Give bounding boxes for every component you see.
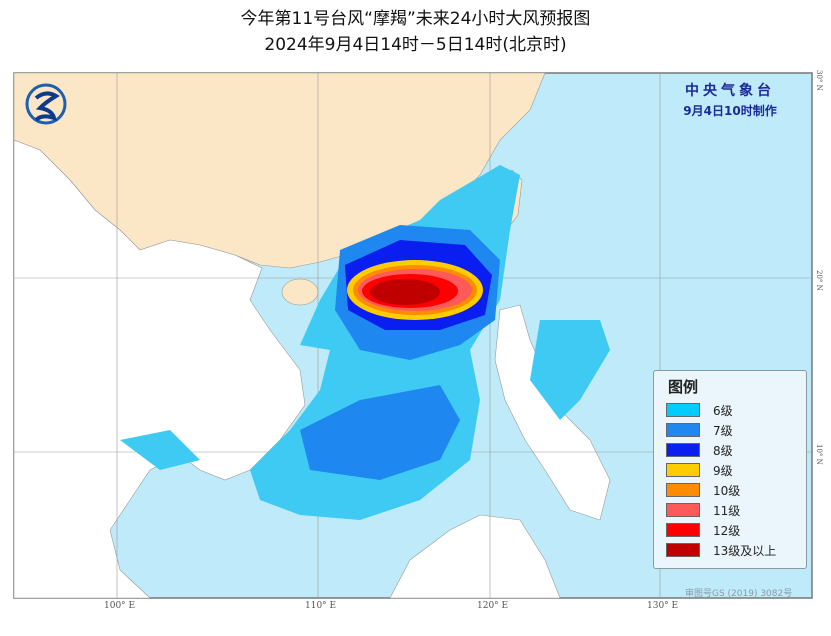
legend-swatch: [666, 523, 700, 537]
wind-zone-7-south: [300, 385, 460, 480]
legend-swatch: [666, 463, 700, 477]
lat-label: 10° N: [815, 444, 823, 465]
agency-name: 中央气象台: [685, 83, 775, 99]
issue-time: 9月4日10时制作: [683, 104, 777, 118]
lon-label: 130° E: [647, 601, 679, 611]
map-title: 今年第11号台风“摩羯”未来24小时大风预报图: [240, 9, 591, 29]
wind-zones: [120, 165, 610, 520]
legend-item: 10级: [666, 480, 806, 500]
legend-item: 6级: [666, 400, 806, 420]
legend-label: 13级及以上: [713, 543, 777, 558]
wind-zone-13-plus: [370, 279, 440, 305]
legend-label: 12级: [713, 523, 741, 538]
map-subtitle: 2024年9月4日14时－5日14时(北京时): [264, 35, 567, 55]
legend-label: 10级: [713, 483, 741, 498]
wind-zone-6-west: [120, 430, 200, 470]
review-number: 审图号GS (2019) 3082号: [685, 589, 793, 599]
legend-label: 6级: [713, 403, 733, 418]
legend-item: 11级: [666, 500, 806, 520]
legend-item: 7级: [666, 420, 806, 440]
legend-swatch: [666, 443, 700, 457]
agency-stamp: 中央气象台 9月4日10时制作: [660, 80, 800, 119]
philippines-land: [494, 304, 611, 521]
indochina-land: [13, 139, 306, 599]
legend-label: 11级: [713, 503, 741, 518]
legend-swatch: [666, 483, 700, 497]
hainan-island: [281, 278, 319, 306]
borneo-land: [389, 514, 561, 599]
legend-item: 9级: [666, 460, 806, 480]
cma-logo: [25, 83, 67, 125]
lat-label: 20° N: [815, 270, 823, 291]
lon-label: 110° E: [305, 601, 337, 611]
lon-label: 100° E: [104, 601, 136, 611]
legend-label: 7级: [713, 423, 733, 438]
legend-swatch: [666, 403, 700, 417]
legend-item: 13级及以上: [666, 540, 806, 560]
legend-swatch: [666, 423, 700, 437]
legend-label: 8级: [713, 443, 733, 458]
legend-item: 12级: [666, 520, 806, 540]
wind-zone-6-east: [530, 320, 610, 420]
lon-label: 120° E: [477, 601, 509, 611]
legend: 图例 6级 7级 8级 9级 10级 11级 12级 13级及以上: [653, 370, 807, 569]
legend-swatch: [666, 543, 700, 557]
lat-label: 30° N: [815, 70, 823, 91]
legend-swatch: [666, 503, 700, 517]
legend-item: 8级: [666, 440, 806, 460]
legend-label: 9级: [713, 463, 733, 478]
legend-title: 图例: [668, 378, 699, 396]
